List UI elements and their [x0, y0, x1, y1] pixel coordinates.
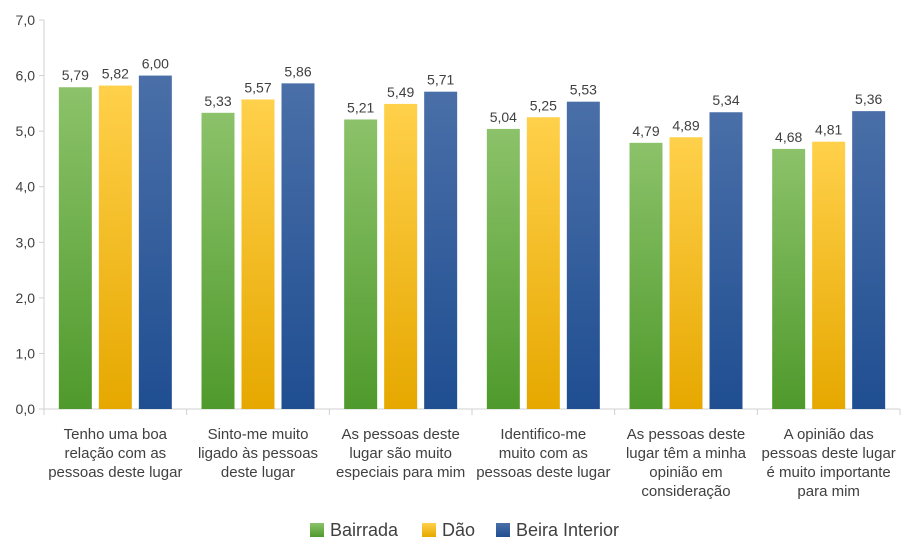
data-label: 6,00	[142, 56, 169, 72]
category-labels: Tenho uma boa relação com as pessoas deste…	[48, 426, 896, 500]
x-category-label: Tenho uma boa relação com as pessoas deste…	[48, 426, 182, 481]
bar	[138, 75, 172, 410]
legend-swatch	[422, 523, 436, 537]
legend-swatch	[496, 523, 510, 537]
data-label: 5,57	[244, 79, 271, 95]
legend-label: Beira Interior	[516, 520, 619, 540]
bar	[281, 83, 315, 409]
bar	[58, 87, 92, 410]
bar	[812, 141, 846, 410]
data-label: 5,21	[347, 99, 374, 115]
y-tick-label: 1,0	[16, 345, 36, 361]
bar	[241, 99, 275, 410]
bars	[58, 75, 886, 410]
data-label: 5,79	[62, 67, 89, 83]
data-label: 4,89	[672, 117, 699, 133]
data-label: 5,49	[387, 84, 414, 100]
data-label: 4,68	[775, 129, 802, 145]
y-tick-label: 5,0	[16, 123, 36, 139]
data-label: 5,71	[427, 72, 454, 88]
data-label: 5,53	[570, 82, 597, 98]
bar	[486, 128, 520, 410]
y-tick-label: 0,0	[16, 401, 36, 417]
bar	[526, 117, 560, 409]
x-category-label: As pessoas deste lugar têm a minha opinião…	[626, 426, 747, 500]
bar	[709, 112, 743, 410]
bar	[201, 112, 235, 409]
bar	[344, 119, 378, 410]
data-label: 5,25	[530, 97, 557, 113]
legend: Bairrada Dão Beira Interior	[310, 520, 619, 540]
data-label: 5,34	[712, 92, 739, 108]
data-label: 4,81	[815, 122, 842, 138]
x-category-label: A opinião das pessoas deste lugar é muito …	[762, 426, 896, 500]
data-label: 5,33	[204, 93, 231, 109]
bar	[772, 148, 806, 409]
y-tick-label: 6,0	[16, 68, 36, 84]
y-tick-label: 2,0	[16, 290, 36, 306]
bar	[384, 103, 418, 410]
bar	[669, 137, 703, 409]
data-label: 5,82	[102, 66, 129, 82]
bar	[852, 111, 886, 409]
legend-label: Bairrada	[330, 520, 399, 540]
axes: 0,0 1,0 2,0 3,0 4,0 5,0 6,0 7,0	[16, 12, 901, 417]
data-label: 5,04	[490, 109, 517, 125]
data-label: 5,86	[284, 63, 311, 79]
legend-label: Dão	[442, 520, 475, 540]
x-category-label: Identifico-me muito com as pessoas deste l…	[476, 426, 610, 481]
y-tick-label: 4,0	[16, 179, 36, 195]
y-tick-label: 7,0	[16, 12, 36, 28]
bar	[566, 101, 600, 409]
data-label: 4,79	[632, 123, 659, 139]
x-category-label: Sinto-me muito ligado às pessoas deste lug…	[198, 426, 318, 481]
bar	[629, 142, 663, 409]
data-labels: 5,79 5,33 5,21 5,04 4,79 4,68 5,82 5,57 5,49 5,25…	[62, 56, 883, 145]
data-label: 5,36	[855, 91, 882, 107]
bar	[424, 91, 458, 410]
legend-swatch	[310, 523, 324, 537]
y-tick-label: 3,0	[16, 234, 36, 250]
x-category-label: As pessoas deste lugar são muito especiais…	[336, 426, 465, 481]
bar	[98, 85, 132, 410]
